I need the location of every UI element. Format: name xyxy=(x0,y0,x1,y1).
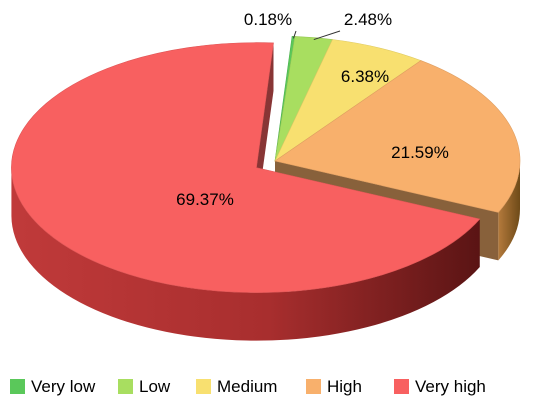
slice-very-high xyxy=(11,42,481,293)
data-label-low: 2.48% xyxy=(344,10,392,29)
leader-line-low xyxy=(313,30,341,41)
data-label-very-high: 69.37% xyxy=(176,190,234,209)
data-label-high: 21.59% xyxy=(391,143,449,162)
legend-item-very-high: Very high xyxy=(394,377,486,396)
legend-label: Medium xyxy=(217,377,277,396)
data-label-very-low: 0.18% xyxy=(244,10,292,29)
data-label-medium: 6.38% xyxy=(341,67,389,86)
legend-label: Very high xyxy=(415,377,486,396)
legend-label: Very low xyxy=(31,377,96,396)
leader-line-very-low xyxy=(292,30,297,39)
legend-swatch xyxy=(10,379,25,394)
legend-label: High xyxy=(327,377,362,396)
legend-swatch xyxy=(306,379,321,394)
slice-side-high xyxy=(498,161,520,261)
slice-side-very-high xyxy=(11,168,480,341)
data-label-group: 0.18% 2.48% 6.38% 21.59% 69.37% xyxy=(176,10,449,209)
legend-swatch xyxy=(196,379,211,394)
legend-item-high: High xyxy=(306,377,362,396)
legend-item-very-low: Very low xyxy=(10,377,96,396)
legend-item-medium: Medium xyxy=(196,377,277,396)
legend-label: Low xyxy=(139,377,171,396)
legend-item-low: Low xyxy=(118,377,171,396)
legend-swatch xyxy=(394,379,409,394)
legend-swatch xyxy=(118,379,133,394)
slice-high xyxy=(274,60,521,213)
pie-group xyxy=(11,35,521,341)
legend: Very low Low Medium High Very high xyxy=(10,377,486,396)
